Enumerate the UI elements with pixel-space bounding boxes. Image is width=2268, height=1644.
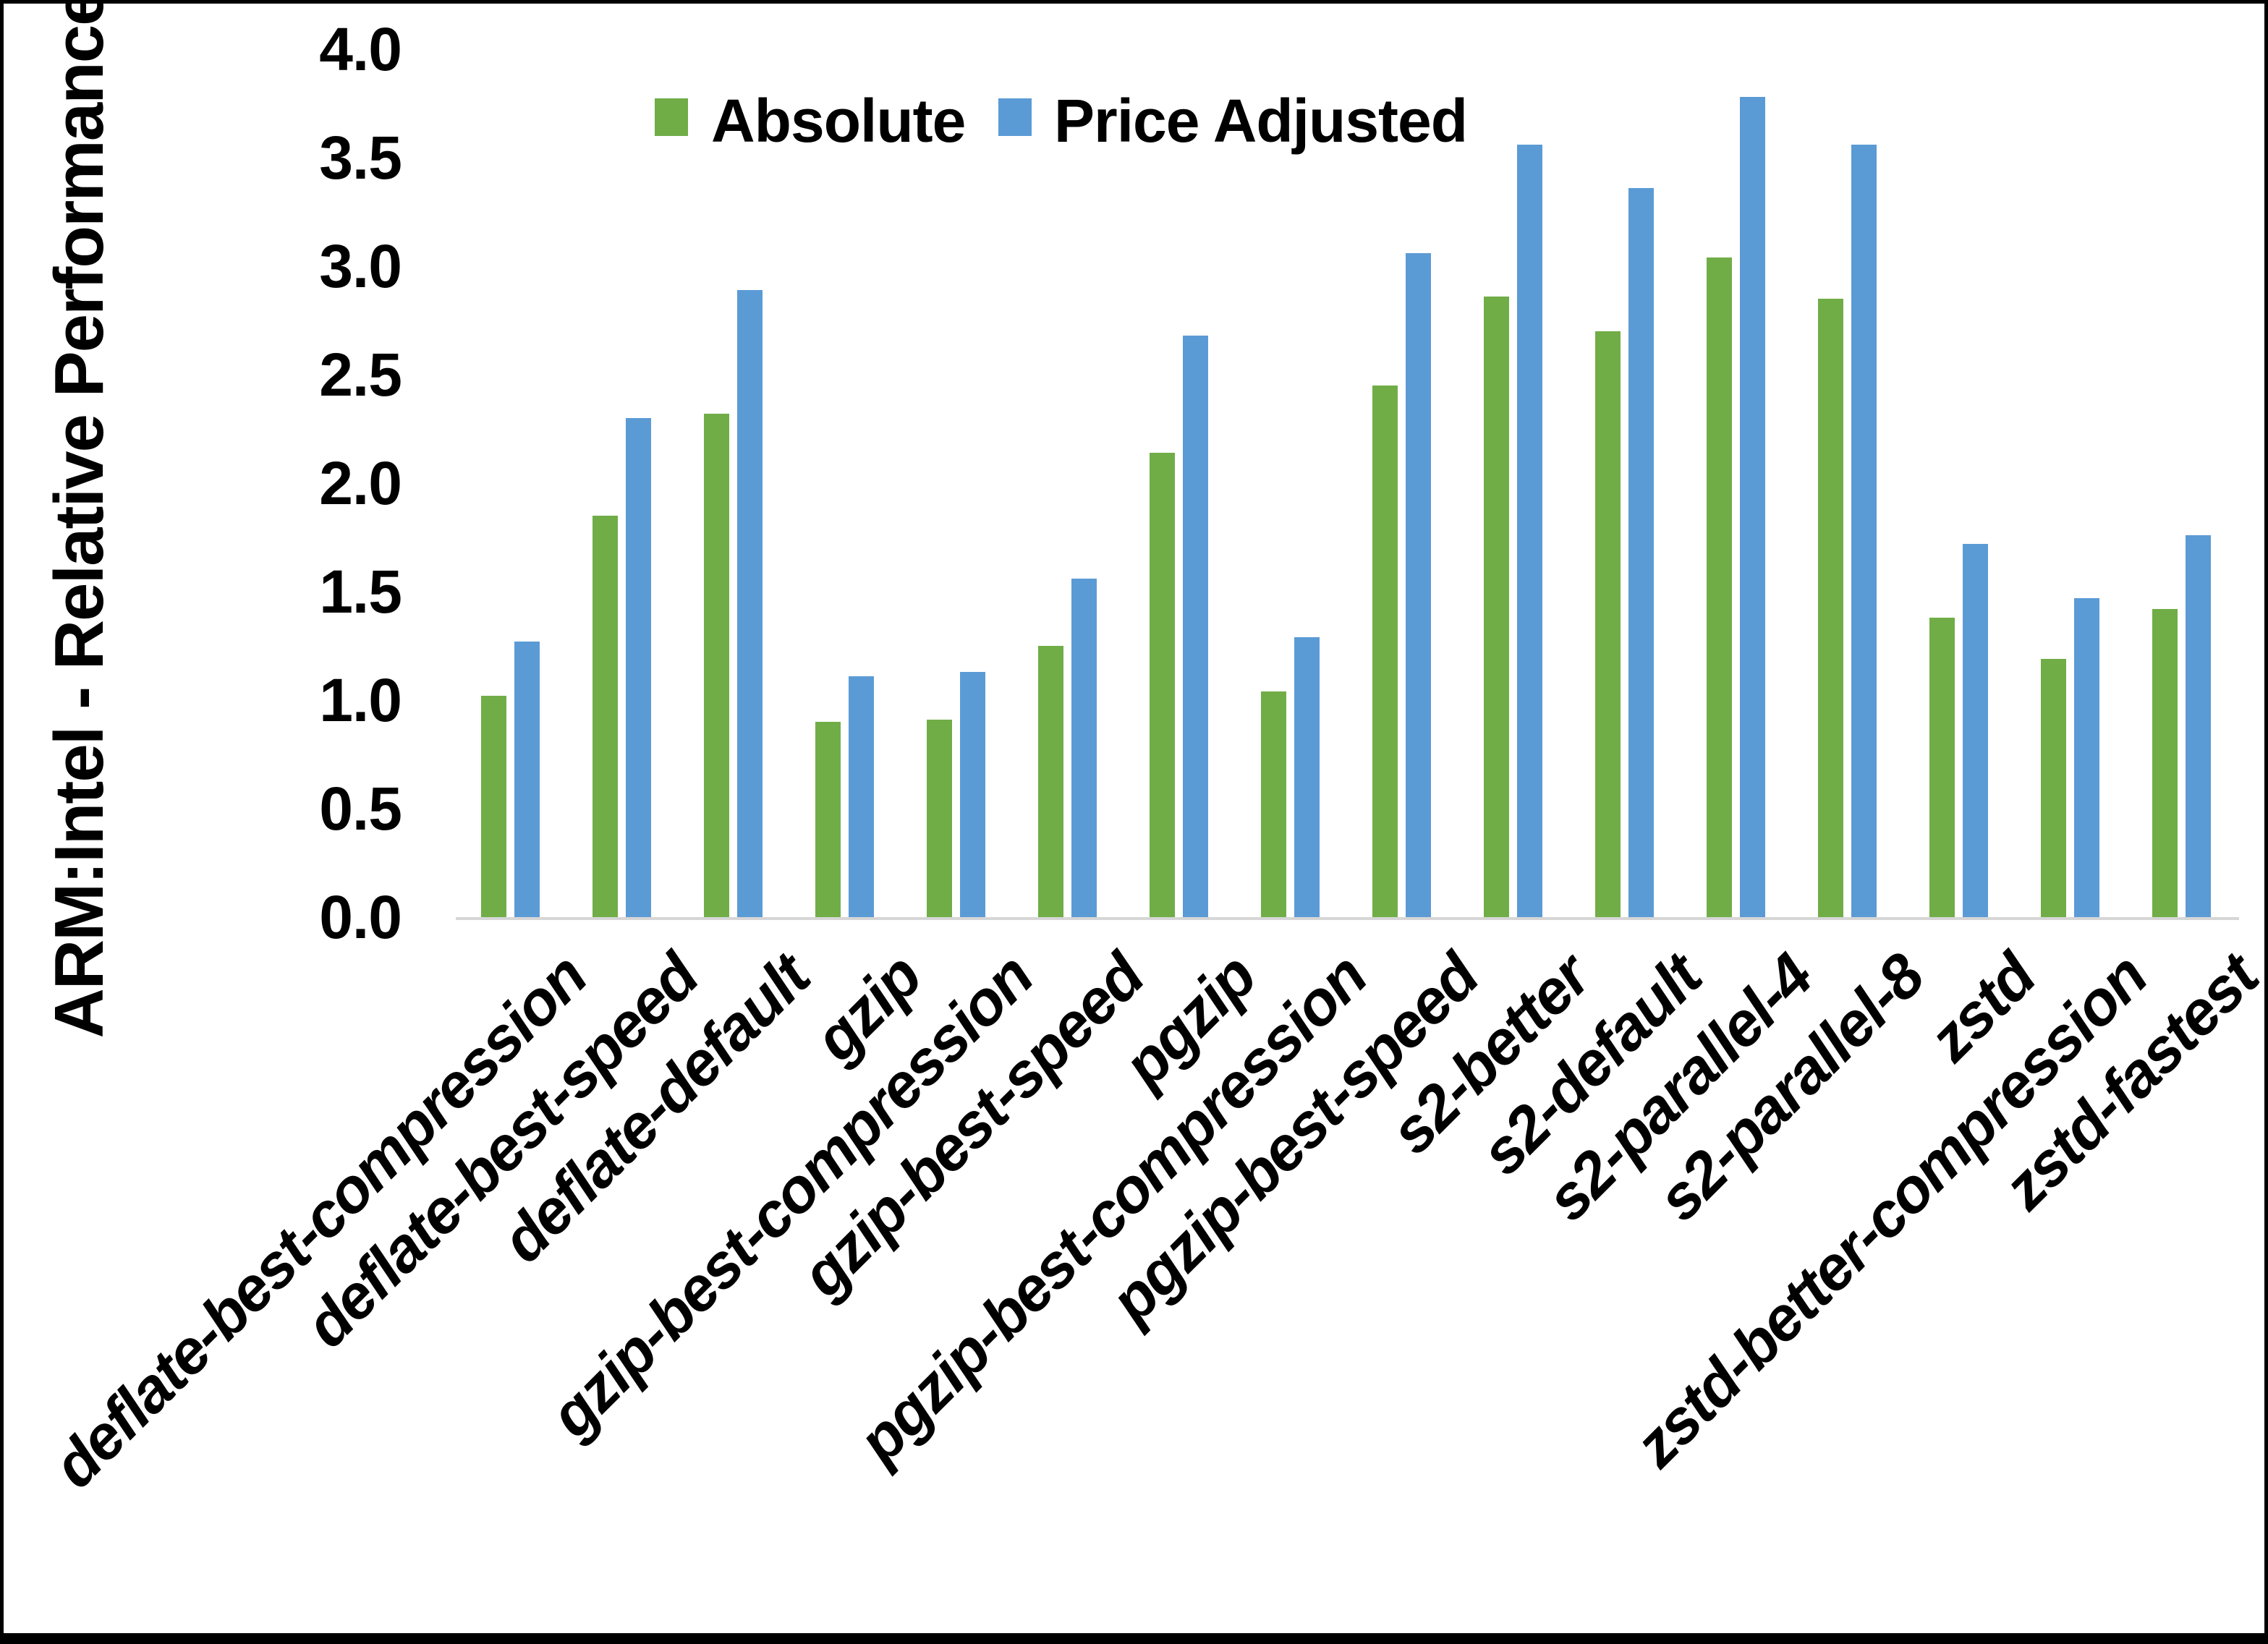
bar-absolute-pgzip xyxy=(1150,453,1175,917)
bar-price-adjusted-s2-default xyxy=(1628,188,1654,917)
legend-swatch-absolute xyxy=(655,98,688,136)
y-tick-label: 3.0 xyxy=(319,232,402,300)
bar-absolute-deflate-best-compression xyxy=(481,696,506,917)
bar-price-adjusted-gzip-best-speed xyxy=(1071,579,1097,917)
y-tick-label: 1.0 xyxy=(319,666,402,734)
bar-absolute-deflate-best-speed xyxy=(593,516,618,917)
bar-price-adjusted-gzip-best-compression xyxy=(960,672,985,917)
bar-absolute-s2-default xyxy=(1595,331,1621,917)
y-tick-label: 2.5 xyxy=(319,341,402,409)
bar-absolute-zstd-fastest xyxy=(2152,609,2178,917)
x-axis-line xyxy=(456,917,2239,920)
bar-absolute-gzip-best-speed xyxy=(1038,646,1063,917)
legend-swatch-price-adjusted xyxy=(998,98,1032,136)
bar-price-adjusted-deflate-best-compression xyxy=(514,642,540,917)
bar-price-adjusted-deflate-default xyxy=(737,290,763,917)
y-tick-label: 4.0 xyxy=(319,15,402,83)
bar-price-adjusted-pgzip-best-compression xyxy=(1294,637,1320,917)
bar-absolute-zstd xyxy=(1929,618,1955,917)
bar-absolute-gzip xyxy=(815,722,841,917)
bar-price-adjusted-gzip xyxy=(849,676,874,917)
bar-price-adjusted-zstd xyxy=(1963,544,1988,917)
legend-label-price-adjusted: Price Adjusted xyxy=(1054,87,1468,155)
y-tick-label: 1.5 xyxy=(319,558,402,626)
bar-price-adjusted-pgzip xyxy=(1183,336,1208,917)
bar-chart: ARM:Intel - Relative Performance 0.0 0.5 1… xyxy=(4,4,2264,1633)
bar-absolute-deflate-default xyxy=(704,414,729,917)
bar-price-adjusted-deflate-best-speed xyxy=(626,418,651,917)
y-tick-label: 3.5 xyxy=(319,124,402,192)
bar-absolute-s2-parallel-4 xyxy=(1707,257,1732,917)
bar-price-adjusted-s2-parallel-8 xyxy=(1851,145,1877,917)
bar-price-adjusted-s2-parallel-4 xyxy=(1740,97,1765,917)
bar-absolute-s2-better xyxy=(1484,297,1509,917)
y-axis-title: ARM:Intel - Relative Performance xyxy=(41,0,118,1039)
bar-price-adjusted-zstd-better-compression xyxy=(2074,598,2099,917)
y-tick-label: 0.0 xyxy=(319,883,402,951)
bar-absolute-gzip-best-compression xyxy=(927,720,952,917)
bar-absolute-s2-parallel-8 xyxy=(1818,299,1843,917)
bar-absolute-pgzip-best-compression xyxy=(1261,691,1286,917)
legend-label-absolute: Absolute xyxy=(711,87,966,155)
y-tick-label: 2.0 xyxy=(319,449,402,517)
bar-price-adjusted-pgzip-best-speed xyxy=(1406,253,1431,917)
bar-absolute-pgzip-best-speed xyxy=(1372,386,1398,917)
bar-price-adjusted-s2-better xyxy=(1517,145,1542,917)
bar-absolute-zstd-better-compression xyxy=(2041,659,2066,917)
y-tick-label: 0.5 xyxy=(319,775,402,843)
bar-price-adjusted-zstd-fastest xyxy=(2186,535,2211,917)
